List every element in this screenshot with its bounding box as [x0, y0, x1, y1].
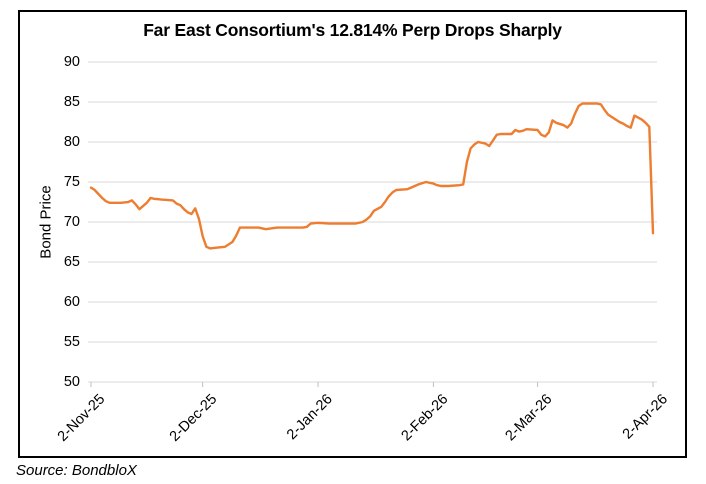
chart-border-box [18, 10, 687, 458]
y-tick-label: 55 [63, 334, 80, 350]
y-tick-label: 90 [63, 54, 80, 70]
y-tick-label: 50 [63, 374, 80, 390]
y-tick-label: 65 [63, 254, 80, 270]
y-tick-label: 75 [63, 174, 80, 190]
chart-title: Far East Consortium's 12.814% Perp Drops… [143, 20, 562, 40]
y-tick-label: 60 [63, 294, 80, 310]
bond-price-line [89, 102, 655, 250]
y-tick-label: 80 [63, 134, 80, 150]
y-tick-label: 70 [63, 214, 80, 230]
source-note: Source: BondbloX [16, 462, 137, 479]
y-tick-label: 85 [63, 94, 80, 110]
